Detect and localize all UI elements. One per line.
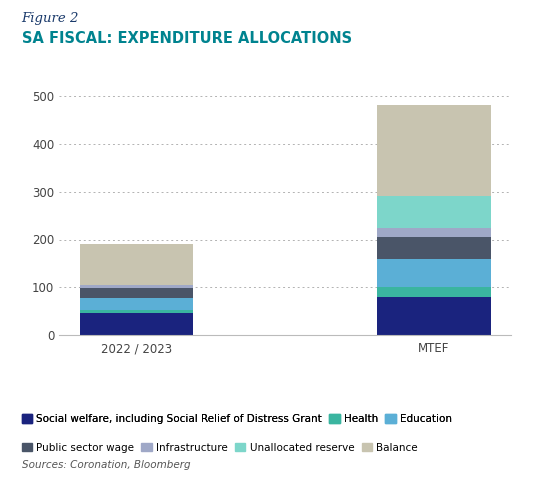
Text: Figure 2: Figure 2	[22, 12, 79, 25]
Bar	[80, 288, 193, 298]
Bar	[80, 298, 193, 310]
Bar	[378, 297, 491, 335]
Text: Sources: Coronation, Bloomberg: Sources: Coronation, Bloomberg	[22, 460, 190, 470]
Bar	[378, 196, 491, 228]
Bar	[378, 287, 491, 297]
Bar	[80, 310, 193, 313]
Legend: Social welfare, including Social Relief of Distress Grant, Health, Education: Social welfare, including Social Relief …	[22, 414, 452, 424]
Bar	[80, 244, 193, 285]
Bar	[378, 259, 491, 287]
Bar	[378, 105, 491, 196]
Bar	[80, 313, 193, 335]
Bar	[378, 237, 491, 259]
Legend: Public sector wage, Infrastructure, Unallocated reserve, Balance: Public sector wage, Infrastructure, Unal…	[22, 443, 417, 453]
Text: SA FISCAL: EXPENDITURE ALLOCATIONS: SA FISCAL: EXPENDITURE ALLOCATIONS	[22, 31, 352, 46]
Bar	[80, 285, 193, 288]
Bar	[378, 228, 491, 237]
